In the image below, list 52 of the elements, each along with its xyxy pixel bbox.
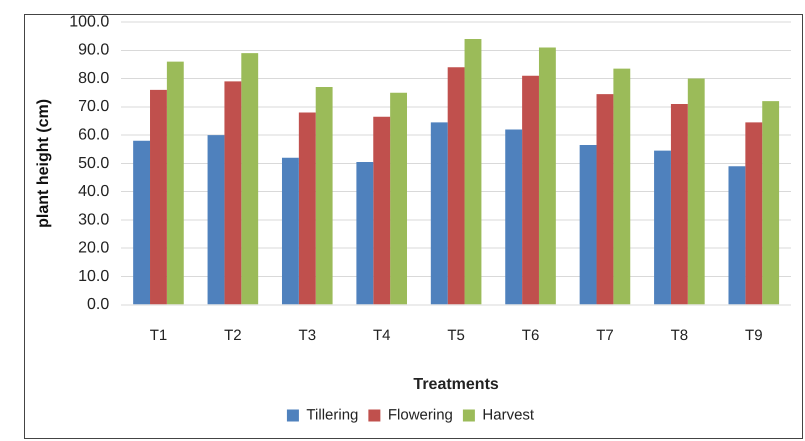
y-tick-label: 80.0 <box>78 70 110 87</box>
legend-label: Harvest <box>482 406 535 424</box>
y-tick-label: 70.0 <box>78 98 110 116</box>
bar <box>580 145 597 304</box>
y-tick-label: 100.0 <box>69 13 110 30</box>
y-tick-label: 50.0 <box>78 154 110 172</box>
x-tick-label: T5 <box>447 326 465 344</box>
bar <box>505 129 522 304</box>
bar <box>208 135 224 304</box>
y-tick-label: 60.0 <box>78 126 110 144</box>
y-axis-title: plant height (cm) <box>35 98 52 228</box>
bar <box>745 122 762 304</box>
y-tick-label: 40.0 <box>78 183 110 200</box>
bar <box>654 150 671 304</box>
bar <box>538 47 556 304</box>
bar <box>282 158 299 304</box>
bar <box>688 78 705 304</box>
x-tick-label: T3 <box>298 326 316 344</box>
legend-label: Tillering <box>306 406 358 424</box>
legend-label: Flowering <box>388 406 453 424</box>
y-tick-label: 20.0 <box>78 240 110 257</box>
bar <box>373 116 390 304</box>
bar <box>596 94 614 304</box>
x-axis-title: Treatments <box>413 376 499 393</box>
bar <box>670 104 688 304</box>
bar <box>430 122 448 304</box>
bar <box>241 53 258 304</box>
y-tick-label: 0.0 <box>86 296 110 314</box>
bar <box>762 101 780 304</box>
y-tick-label: 30.0 <box>78 211 110 228</box>
bar <box>150 90 167 304</box>
x-tick-label: T7 <box>596 326 614 344</box>
x-tick-label: T1 <box>150 326 168 344</box>
bar <box>298 112 316 304</box>
bar <box>613 68 630 304</box>
bar <box>166 62 184 304</box>
x-tick-label: T8 <box>670 326 688 344</box>
bar <box>133 140 150 304</box>
bar <box>522 76 539 304</box>
x-tick-label: T9 <box>745 326 763 344</box>
bar <box>356 162 374 304</box>
bar <box>728 166 746 304</box>
bar <box>390 92 408 304</box>
bar <box>448 67 465 304</box>
x-tick-label: T4 <box>372 326 390 344</box>
y-tick-label: 90.0 <box>78 42 110 59</box>
bar <box>224 81 242 304</box>
y-tick-label: 10.0 <box>78 268 110 285</box>
bar <box>316 87 333 304</box>
x-tick-label: T2 <box>224 326 242 344</box>
x-tick-label: T6 <box>522 326 540 344</box>
bar <box>464 38 482 304</box>
